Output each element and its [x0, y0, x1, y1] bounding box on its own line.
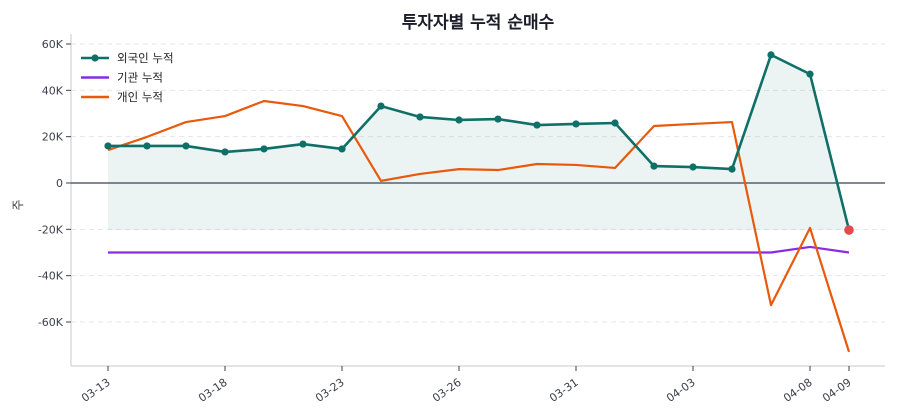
x-axis-ticks: 03-13 03-18 03-23 03-26 03-31 04-03 04-08 04-09 — [79, 366, 854, 405]
data-point-marker — [806, 70, 814, 78]
data-point-marker — [455, 116, 463, 124]
y-tick-label: 0 — [56, 177, 63, 190]
axes — [70, 34, 885, 367]
data-point-marker — [728, 165, 736, 173]
data-point-marker — [533, 121, 541, 129]
data-point-marker — [182, 142, 190, 150]
x-tick-label: 04-03 — [664, 376, 698, 405]
series-markers — [104, 51, 854, 235]
y-tick-label: -60K — [38, 316, 64, 329]
data-point-marker — [689, 163, 697, 171]
data-point-marker — [494, 115, 502, 123]
legend-label: 기관 누적 — [117, 71, 163, 85]
data-point-marker — [611, 119, 619, 127]
y-tick-label: -40K — [38, 270, 64, 283]
series-lines — [107, 53, 851, 353]
data-point-marker — [143, 142, 151, 150]
x-tick-label: 03-13 — [79, 376, 113, 405]
y-tick-label: 20K — [42, 131, 64, 144]
series-line-2 — [107, 99, 851, 353]
data-point-marker — [260, 145, 268, 153]
legend-marker — [91, 54, 99, 62]
y-tick-label: 60K — [42, 38, 64, 51]
series-line-1 — [108, 245, 850, 254]
data-point-marker — [416, 113, 424, 121]
data-point-marker — [377, 102, 385, 110]
data-point-marker — [299, 140, 307, 148]
x-tick-label: 03-23 — [313, 376, 347, 405]
fill-area — [108, 54, 849, 231]
y-axis-label: 주 — [11, 199, 25, 210]
data-point-marker — [650, 162, 658, 170]
x-tick-label: 03-18 — [196, 376, 230, 405]
x-tick-label: 04-09 — [820, 376, 854, 405]
data-point-marker — [104, 142, 112, 150]
x-tick-label: 03-26 — [430, 376, 464, 405]
data-point-marker — [767, 51, 775, 59]
grid-lines — [71, 43, 885, 323]
series-line-0 — [108, 53, 851, 231]
legend-label: 개인 누적 — [117, 90, 163, 104]
y-axis-ticks: 60K 40K 20K 0 -20K -40K -60K — [38, 38, 71, 329]
data-point-marker — [338, 145, 346, 153]
y-tick-label: -20K — [38, 223, 64, 236]
last-point-highlight — [844, 225, 854, 235]
chart-title: 투자자별 누적 순매수 — [402, 13, 555, 33]
data-point-marker — [221, 148, 229, 156]
legend-label: 외국인 누적 — [117, 51, 174, 65]
y-tick-label: 40K — [42, 84, 64, 97]
data-point-marker — [572, 120, 580, 128]
foreign-fill-area — [108, 54, 849, 231]
x-tick-label: 03-31 — [547, 376, 581, 405]
x-tick-label: 04-08 — [781, 376, 815, 405]
